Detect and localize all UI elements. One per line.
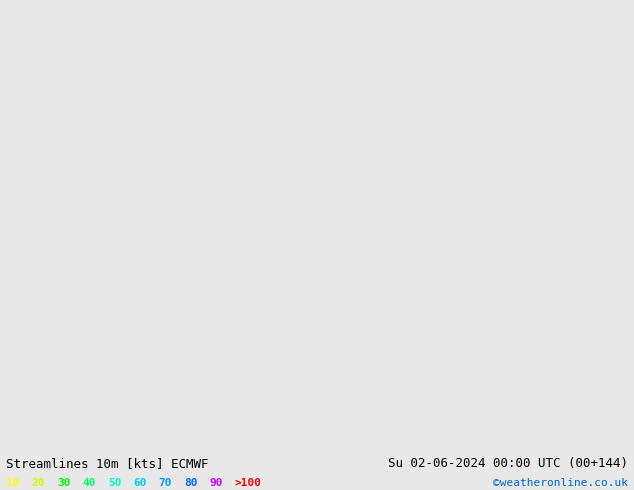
Text: 80: 80	[184, 478, 197, 489]
Text: Streamlines 10m [kts] ECMWF: Streamlines 10m [kts] ECMWF	[6, 457, 209, 470]
Text: Su 02-06-2024 00:00 UTC (00+144): Su 02-06-2024 00:00 UTC (00+144)	[387, 457, 628, 470]
Text: >100: >100	[235, 478, 262, 489]
Text: ©weatheronline.co.uk: ©weatheronline.co.uk	[493, 478, 628, 489]
Text: 70: 70	[158, 478, 172, 489]
Text: 20: 20	[32, 478, 45, 489]
Text: 40: 40	[82, 478, 96, 489]
Text: 30: 30	[57, 478, 70, 489]
Text: 90: 90	[209, 478, 223, 489]
Text: 10: 10	[6, 478, 20, 489]
Text: 60: 60	[133, 478, 146, 489]
Text: 50: 50	[108, 478, 121, 489]
